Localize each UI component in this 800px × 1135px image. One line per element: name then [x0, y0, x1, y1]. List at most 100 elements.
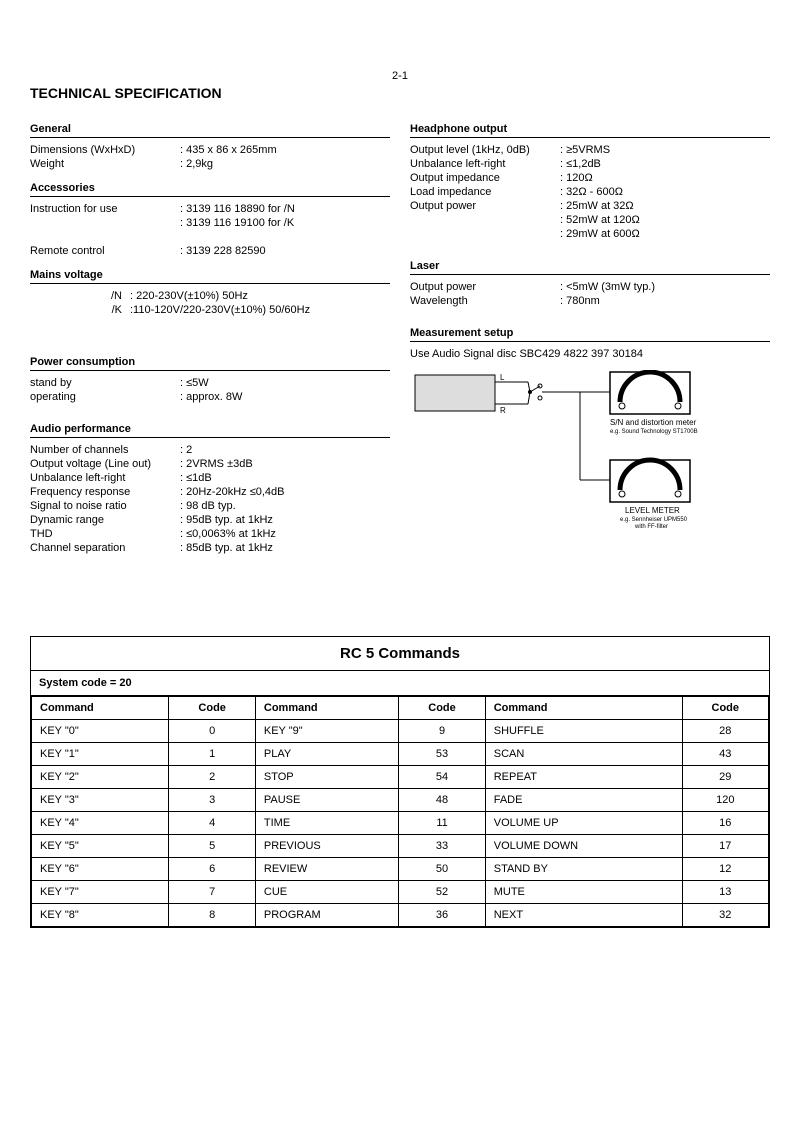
- spec-value: : 85dB typ. at 1kHz: [180, 542, 390, 554]
- left-column: General Dimensions (WxHxD): 435 x 86 x 2…: [30, 111, 390, 556]
- table-cell: 16: [682, 812, 768, 835]
- measurement-diagram: L R S/N and distortion: [410, 370, 770, 533]
- spec-row: /N: 220-230V(±10%) 50Hz: [30, 290, 390, 302]
- spec-label: Wavelength: [410, 295, 560, 307]
- spec-value: : 3139 228 82590: [180, 245, 390, 257]
- spec-row: Wavelength: 780nm: [410, 295, 770, 307]
- spec-value: : ≤0,0063% at 1kHz: [180, 528, 390, 540]
- table-cell: KEY "6": [32, 858, 169, 881]
- section-general: General: [30, 123, 390, 138]
- spec-row: Number of channels: 2: [30, 444, 390, 456]
- table-cell: KEY "8": [32, 904, 169, 927]
- table-cell: 33: [399, 835, 485, 858]
- spec-row: Unbalance left-right: ≤1,2dB: [410, 158, 770, 170]
- spec-label: THD: [30, 528, 180, 540]
- table-cell: PREVIOUS: [255, 835, 398, 858]
- table-cell: 0: [169, 720, 255, 743]
- section-headphone: Headphone output: [410, 123, 770, 138]
- spec-value: :110-120V/220-230V(±10%) 50/60Hz: [130, 304, 390, 316]
- table-row: KEY "2"2STOP54REPEAT29: [32, 766, 769, 789]
- table-row: KEY "1"1PLAY53SCAN43: [32, 743, 769, 766]
- spec-row: operating: approx. 8W: [30, 391, 390, 403]
- spec-row: THD: ≤0,0063% at 1kHz: [30, 528, 390, 540]
- spec-row: Unbalance left-right: ≤1dB: [30, 472, 390, 484]
- spec-label: Number of channels: [30, 444, 180, 456]
- table-cell: PAUSE: [255, 789, 398, 812]
- spec-label: Output voltage (Line out): [30, 458, 180, 470]
- section-laser: Laser: [410, 260, 770, 275]
- section-power: Power consumption: [30, 356, 390, 371]
- spec-label: Output power: [410, 281, 560, 293]
- spec-label: stand by: [30, 377, 180, 389]
- spec-value: : 3139 116 18890 for /N: [180, 203, 390, 215]
- section-audio: Audio performance: [30, 423, 390, 438]
- table-cell: 50: [399, 858, 485, 881]
- table-row: KEY "4"4TIME11VOLUME UP16: [32, 812, 769, 835]
- table-row: KEY "8"8PROGRAM36NEXT32: [32, 904, 769, 927]
- spec-value: : 2: [180, 444, 390, 456]
- spec-label: Output impedance: [410, 172, 560, 184]
- table-header: Command: [485, 697, 682, 720]
- spec-value: : 98 dB typ.: [180, 500, 390, 512]
- spec-label: Unbalance left-right: [30, 472, 180, 484]
- spec-row: Dimensions (WxHxD): 435 x 86 x 265mm: [30, 144, 390, 156]
- table-row: KEY "0"0KEY "9"9SHUFFLE28: [32, 720, 769, 743]
- table-cell: 43: [682, 743, 768, 766]
- table-header: Command: [255, 697, 398, 720]
- spec-row: Signal to noise ratio: 98 dB typ.: [30, 500, 390, 512]
- rc5-table: CommandCodeCommandCodeCommandCode KEY "0…: [31, 696, 769, 927]
- spec-label: Frequency response: [30, 486, 180, 498]
- spec-label: Dynamic range: [30, 514, 180, 526]
- spec-value: : 25mW at 32Ω: [560, 200, 770, 212]
- table-header: Code: [169, 697, 255, 720]
- table-cell: 2: [169, 766, 255, 789]
- spec-value: : 95dB typ. at 1kHz: [180, 514, 390, 526]
- table-cell: 5: [169, 835, 255, 858]
- spec-columns: General Dimensions (WxHxD): 435 x 86 x 2…: [30, 111, 770, 556]
- spec-row: Output power: <5mW (3mW typ.): [410, 281, 770, 293]
- spec-label: Instruction for use: [30, 203, 180, 215]
- spec-row: Output level (1kHz, 0dB): ≥5VRMS: [410, 144, 770, 156]
- spec-row: Dynamic range: 95dB typ. at 1kHz: [30, 514, 390, 526]
- table-cell: 1: [169, 743, 255, 766]
- table-cell: 13: [682, 881, 768, 904]
- spec-value: : ≤1dB: [180, 472, 390, 484]
- rc5-system-code: System code = 20: [31, 671, 769, 696]
- table-cell: REPEAT: [485, 766, 682, 789]
- spec-value: : 29mW at 600Ω: [560, 228, 770, 240]
- spec-label: Load impedance: [410, 186, 560, 198]
- spec-row: : 52mW at 120Ω: [410, 214, 770, 226]
- table-cell: 7: [169, 881, 255, 904]
- spec-value: : ≥5VRMS: [560, 144, 770, 156]
- table-header: Code: [682, 697, 768, 720]
- rc5-title: RC 5 Commands: [31, 637, 769, 671]
- spec-value: : 32Ω - 600Ω: [560, 186, 770, 198]
- table-cell: 36: [399, 904, 485, 927]
- spec-label: Output power: [410, 200, 560, 212]
- spec-label: Signal to noise ratio: [30, 500, 180, 512]
- table-cell: 120: [682, 789, 768, 812]
- table-cell: STOP: [255, 766, 398, 789]
- spec-row: Frequency response: 20Hz-20kHz ≤0,4dB: [30, 486, 390, 498]
- section-accessories: Accessories: [30, 182, 390, 197]
- spec-value: : 2,9kg: [180, 158, 390, 170]
- spec-label: [410, 228, 560, 240]
- spec-value: : <5mW (3mW typ.): [560, 281, 770, 293]
- spec-row: : 29mW at 600Ω: [410, 228, 770, 240]
- section-mains: Mains voltage: [30, 269, 390, 284]
- table-cell: 53: [399, 743, 485, 766]
- table-row: KEY "7"7CUE52MUTE13: [32, 881, 769, 904]
- spec-value: : approx. 8W: [180, 391, 390, 403]
- spec-value: : 3139 116 19100 for /K: [180, 217, 390, 229]
- table-cell: SHUFFLE: [485, 720, 682, 743]
- page-number: 2-1: [0, 70, 800, 82]
- level-meter-sub2: with FF-filter: [634, 524, 668, 530]
- table-cell: KEY "5": [32, 835, 169, 858]
- table-cell: REVIEW: [255, 858, 398, 881]
- spec-label: Remote control: [30, 245, 180, 257]
- table-cell: 28: [682, 720, 768, 743]
- table-row: KEY "5"5PREVIOUS33VOLUME DOWN17: [32, 835, 769, 858]
- spec-value: : 52mW at 120Ω: [560, 214, 770, 226]
- diagram-r-label: R: [500, 406, 506, 415]
- table-cell: VOLUME DOWN: [485, 835, 682, 858]
